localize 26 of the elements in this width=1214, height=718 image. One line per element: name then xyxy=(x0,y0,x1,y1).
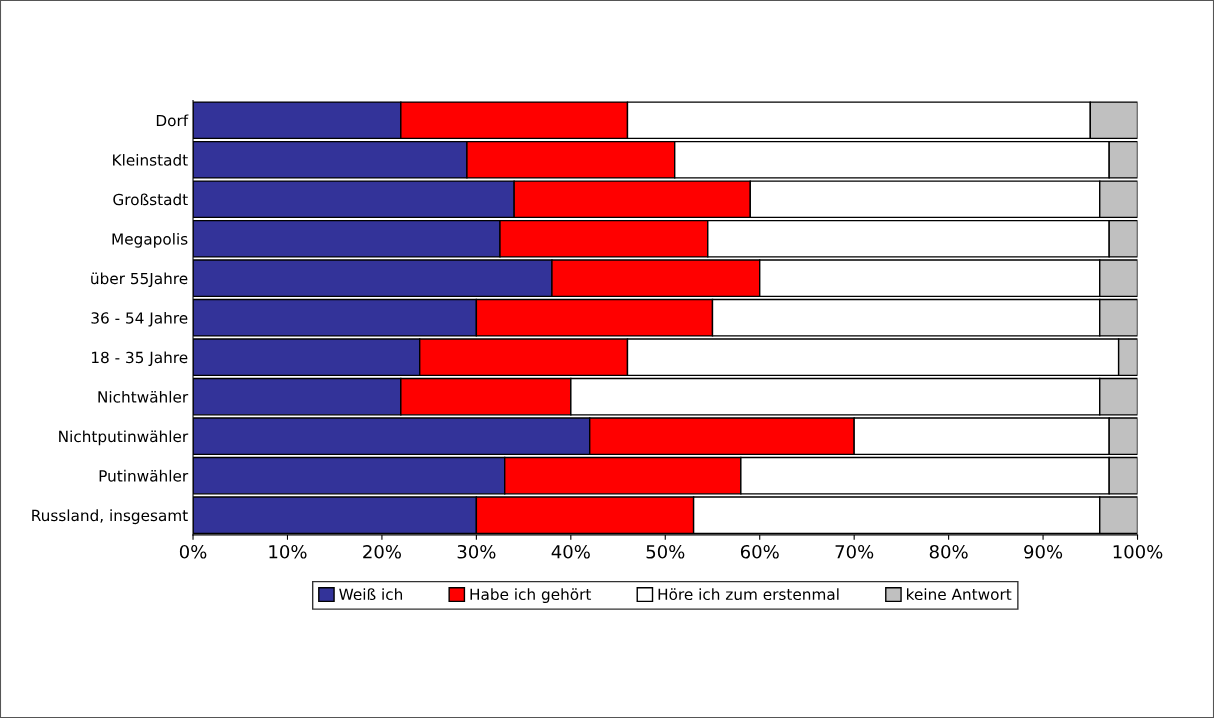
x-tick-label: 70% xyxy=(835,544,874,559)
y-tick-label: Nichtputinwähler xyxy=(59,430,189,446)
x-tick-label: 40% xyxy=(551,544,590,559)
y-tick-label: Russland, insgesamt xyxy=(32,509,188,525)
y-tick-label: Dorf xyxy=(156,114,189,127)
y-tick-label: Putinwähler xyxy=(99,469,189,482)
y-tick-label: 36 - 54 Jahre xyxy=(91,311,188,327)
legend-label: keine Antwort xyxy=(907,588,1012,601)
x-tick-label: 80% xyxy=(929,544,968,559)
x-tick-label: 30% xyxy=(457,544,496,559)
x-tick-label: 90% xyxy=(1024,544,1063,559)
y-tick-label: Nichtwähler xyxy=(98,390,189,403)
x-tick-label: 10% xyxy=(269,544,307,559)
legend-label: Höre ich zum erstenmal xyxy=(658,588,839,601)
x-tick-label: 20% xyxy=(363,544,401,559)
y-tick-label: Megapolis xyxy=(112,232,188,248)
y-tick-label: über 55Jahre xyxy=(91,272,188,288)
legend-label: Habe ich gehört xyxy=(470,588,592,603)
y-tick-label: 18 - 35 Jahre xyxy=(91,351,188,367)
x-tick-label: 50% xyxy=(646,544,685,559)
x-tick-label: 60% xyxy=(740,544,779,559)
y-tick-label: Großstadt xyxy=(113,193,188,206)
x-tick-label: 100% xyxy=(1113,544,1163,559)
x-tick-label: 0% xyxy=(179,544,207,559)
y-tick-label: Kleinstadt xyxy=(113,153,188,166)
legend-label: Weiß ich xyxy=(339,588,403,601)
